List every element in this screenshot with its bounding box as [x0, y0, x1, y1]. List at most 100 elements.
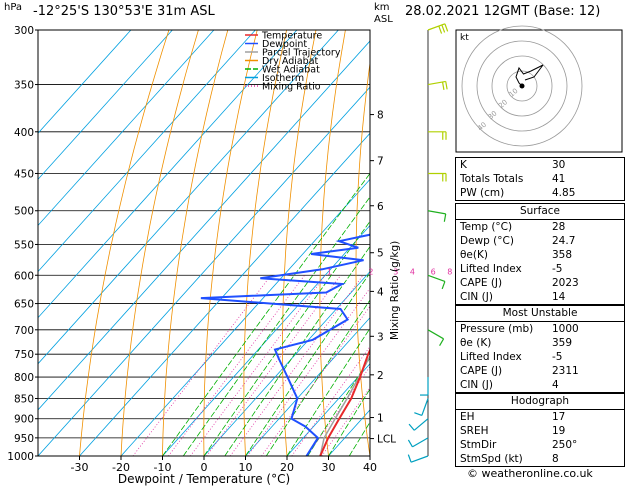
y-tick-label: 300: [14, 25, 34, 37]
dry-adiabat: [425, 30, 453, 456]
legend-label: Parcel Trajectory: [262, 48, 341, 59]
wind-barb-feather: [441, 24, 446, 33]
legend-label: Temperature: [261, 31, 322, 42]
hodo-row: StmSpd (kt) 8: [460, 453, 559, 465]
km-tick-label: 3: [377, 331, 384, 343]
hpa-unit-label: hPa: [4, 2, 23, 13]
mu-row: Lifted Index -5: [460, 351, 563, 363]
hodo-row: StmDir 250°: [460, 439, 578, 451]
mixing-ratio-axis-label: Mixing Ratio (g/kg): [389, 241, 401, 340]
surface-table: Surface Temp (°C) 28 Dewp (°C) 24.7 θe(K) 3…: [455, 203, 625, 305]
mixing-ratio-label: 2: [368, 268, 373, 277]
km-tick-label: 2: [377, 370, 384, 382]
isotherm-line: [203, 270, 370, 456]
wind-barb: [427, 80, 446, 86]
mixing-ratio-line: [261, 305, 370, 456]
plot-frame: [37, 29, 371, 457]
surface-title: Surface: [456, 204, 624, 220]
isotherm-line: [120, 178, 370, 456]
wet-adiabat: [265, 299, 370, 456]
wind-barb-feather: [441, 81, 445, 90]
chart-grid: [38, 30, 453, 456]
surface-row: Dewp (°C) 24.7: [460, 235, 576, 247]
x-tick-label: 0: [201, 461, 208, 474]
y-tick-label: 450: [14, 168, 34, 180]
wind-barb: [410, 455, 429, 463]
dry-adiabat: [243, 30, 287, 456]
date-title: 28.02.2021 12GMT (Base: 12): [405, 4, 601, 19]
mixing-ratio-label: 3: [393, 268, 398, 277]
isotherm-line: [38, 30, 132, 134]
asl-unit-label: ASL: [374, 14, 393, 25]
wet-adiabat: [162, 172, 370, 456]
wind-barb: [427, 329, 444, 340]
wet-adiabat: [328, 388, 370, 456]
temperature-line: [319, 347, 370, 456]
index-row-k: K 30: [460, 159, 566, 171]
dry-adiabat: [355, 60, 370, 456]
hodograph-ring-label: 40: [476, 121, 488, 133]
x-tick-label: -10: [154, 461, 172, 474]
wind-barb-feather: [441, 281, 446, 290]
mixing-ratio-label: 4: [410, 268, 415, 277]
isotherm-line: [38, 30, 215, 227]
mu-row: CIN (J) 4: [460, 379, 559, 391]
km-tick-label: LCL: [377, 434, 396, 446]
surface-row: CAPE (J) 2023: [460, 277, 579, 289]
surface-row: Temp (°C) 28: [460, 221, 566, 233]
dry-adiabat: [79, 30, 170, 456]
wind-barb-feather: [438, 25, 443, 34]
hodo-row: EH 17: [460, 411, 566, 423]
km-tick-label: 4: [377, 286, 384, 298]
x-tick-label: 10: [239, 461, 253, 474]
mixing-ratio-line: [306, 366, 370, 456]
credit-text: © weatheronline.co.uk: [467, 467, 593, 480]
wind-barb-feather: [439, 338, 445, 347]
wet-adiabat: [182, 196, 370, 456]
hodograph-ring: [461, 25, 583, 147]
mixing-ratio-line: [247, 287, 370, 456]
index-row-pw: PW (cm) 4.85: [460, 187, 576, 199]
mu-row: θe (K) 359: [460, 337, 573, 349]
x-tick-label: -20: [112, 461, 130, 474]
wind-barb-feather: [408, 423, 415, 431]
mixing-ratio-line: [132, 275, 272, 456]
wind-barb-feather: [414, 412, 423, 416]
wind-barb: [427, 210, 446, 215]
wind-barb-feather: [445, 81, 448, 90]
y-tick-label: 600: [14, 270, 34, 282]
wind-barbs: [407, 23, 449, 463]
y-tick-label: 900: [14, 414, 34, 426]
wet-adiabat: [203, 220, 370, 456]
y-tick-label: 1000: [7, 451, 34, 463]
mu-row: CAPE (J) 2311: [460, 365, 579, 377]
wet-adiabat: [307, 357, 370, 456]
index-row-tt: Totals Totals 41: [460, 173, 566, 185]
hodograph-table: Hodograph EH 17 SREH 19 StmDir 250° StmSpd …: [455, 393, 625, 467]
y-tick-label: 400: [14, 127, 34, 139]
chart-axes: 3003504004505005506006507007508008509009…: [7, 25, 529, 486]
location-title: -12°25'S 130°53'E 31m ASL: [33, 4, 215, 19]
legend-label: Isotherm: [262, 73, 304, 84]
km-tick-label: 7: [377, 156, 384, 168]
isotherm-line: [38, 30, 339, 365]
hodograph-title: Hodograph: [456, 394, 624, 410]
x-tick-label: 20: [280, 461, 294, 474]
wind-barb-feather: [443, 213, 447, 222]
isotherm-line: [79, 132, 370, 456]
mu-row: Pressure (mb) 1000: [460, 323, 579, 335]
mixing-ratio-line: [321, 386, 370, 456]
mixing-ratio-line: [206, 275, 342, 456]
km-unit-label: km: [374, 2, 390, 13]
x-tick-label: 40: [363, 461, 377, 474]
y-tick-label: 650: [14, 299, 34, 311]
hodograph-unit-label: kt: [460, 33, 469, 43]
legend-label: Mixing Ratio: [262, 82, 321, 93]
legend-label: Dewpoint: [262, 39, 307, 50]
x-tick-label: 30: [322, 461, 336, 474]
wind-barb: [412, 437, 429, 448]
km-tick-label: 6: [377, 201, 384, 213]
y-tick-label: 750: [14, 349, 34, 361]
hodograph-frame: [455, 29, 623, 153]
y-tick-label: 950: [14, 433, 34, 445]
